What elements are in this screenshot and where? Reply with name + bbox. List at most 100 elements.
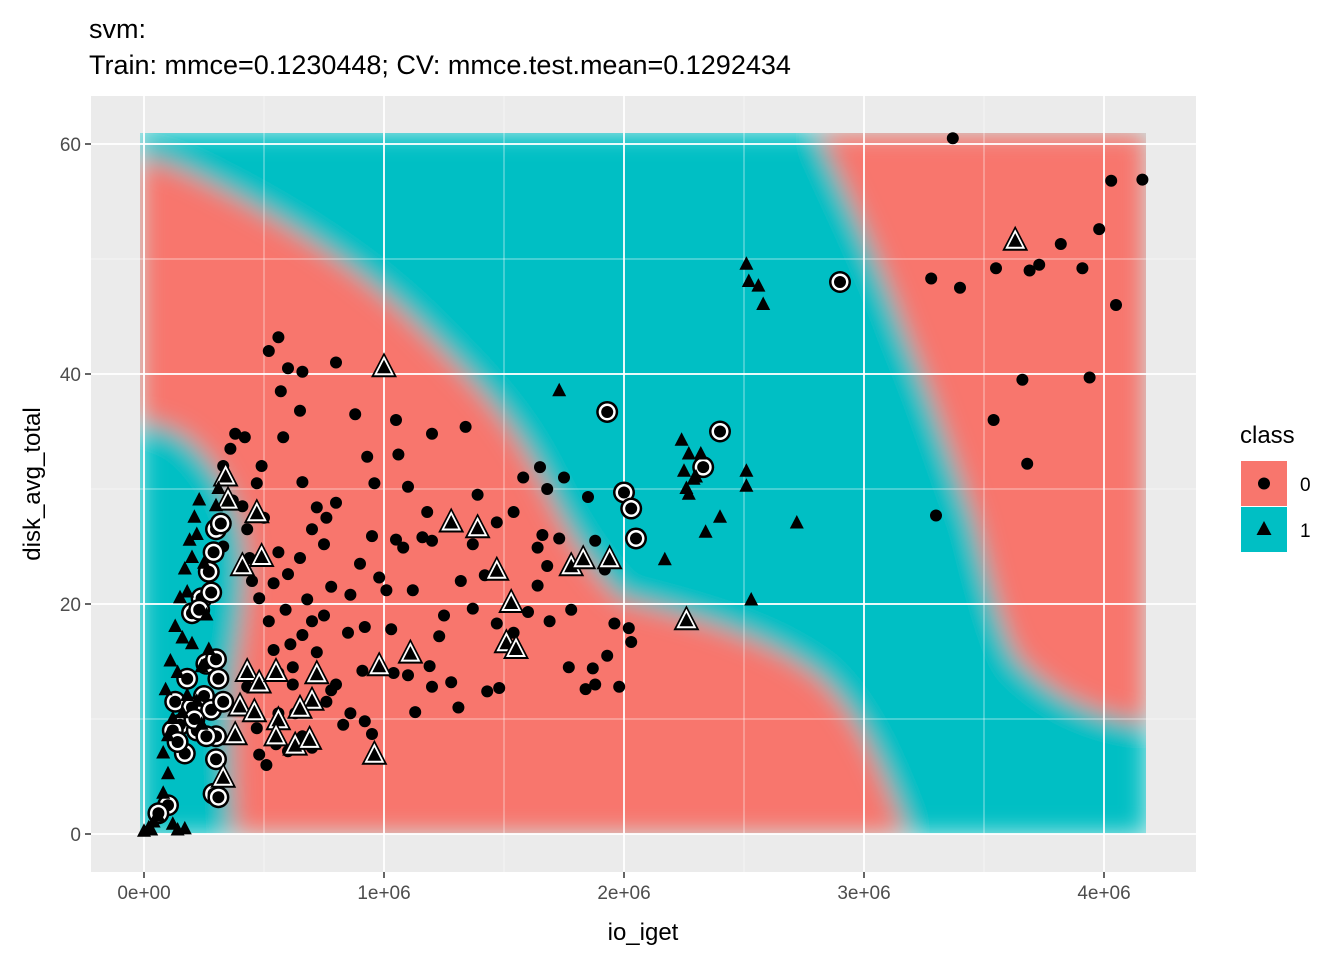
point-class-0 (930, 509, 942, 522)
point-class-0 (490, 516, 503, 529)
point-class-1 (180, 687, 195, 701)
point-class-0 (325, 580, 338, 593)
point-class-0 (286, 678, 299, 691)
point-class-1 (156, 745, 171, 759)
point-class-0 (834, 276, 846, 288)
point-class-1 (674, 432, 689, 446)
point-class-0 (416, 531, 429, 544)
y-tick-label: 60 (60, 135, 81, 156)
point-class-0 (214, 517, 227, 530)
point-class-0 (954, 281, 966, 294)
point-class-1 (470, 520, 485, 535)
point-class-1 (249, 505, 264, 520)
point-class-0 (579, 683, 592, 696)
point-class-0 (987, 414, 1000, 426)
point-class-1 (576, 551, 591, 566)
grid-lines (91, 96, 1196, 872)
point-class-0 (181, 672, 194, 685)
point-class-0 (188, 713, 201, 725)
point-class-0 (946, 132, 959, 145)
point-class-1 (657, 551, 672, 566)
point-class-1 (504, 595, 519, 609)
point-class-1 (681, 446, 696, 460)
legend-triangle-icon (1256, 521, 1272, 535)
point-class-0 (601, 405, 614, 418)
point-class-1 (254, 549, 269, 563)
point-class-0 (402, 480, 414, 493)
point-class-0 (272, 331, 285, 344)
point-class-0 (310, 646, 323, 659)
point-class-0 (531, 579, 544, 592)
point-class-1 (187, 509, 202, 523)
point-class-1 (161, 765, 175, 780)
point-class-1 (489, 563, 504, 577)
point-class-0 (392, 448, 405, 461)
point-class-0 (1016, 373, 1029, 386)
point-class-0 (286, 661, 299, 674)
point-class-0 (471, 488, 484, 501)
x-tick-label: 1e+06 (357, 883, 410, 904)
x-tick-label: 3e+06 (837, 883, 890, 904)
point-class-0 (582, 491, 594, 504)
point-class-0 (534, 461, 546, 474)
point-class-1 (789, 515, 804, 529)
point-class-0 (385, 623, 398, 636)
point-class-1 (739, 256, 754, 270)
point-class-1 (144, 822, 159, 836)
chart-title-line1: svm: (89, 14, 146, 44)
point-class-0 (354, 557, 366, 570)
point-class-1 (233, 699, 247, 713)
point-class-1 (156, 785, 171, 799)
point-class-1 (377, 359, 391, 374)
point-class-0 (210, 653, 222, 666)
point-class-0 (1105, 174, 1118, 187)
point-class-1 (756, 296, 771, 310)
point-class-0 (558, 471, 570, 484)
point-class-0 (366, 727, 378, 740)
point-class-0 (562, 661, 575, 674)
point-class-0 (356, 664, 369, 677)
point-class-0 (390, 533, 402, 546)
point-class-0 (310, 501, 323, 514)
point-class-1 (175, 704, 190, 719)
point-class-0 (296, 476, 309, 489)
point-class-1 (713, 509, 727, 523)
axes: 0e+00 1e+06 2e+06 3e+06 4e+06 0 20 40 60 (60, 135, 1131, 904)
point-class-0 (267, 644, 280, 656)
point-class-0 (565, 603, 578, 616)
point-class-1 (211, 480, 226, 494)
point-class-0 (344, 707, 357, 720)
point-class-0 (198, 690, 210, 702)
point-class-1 (1008, 233, 1023, 247)
point-class-0 (246, 575, 258, 587)
point-class-1 (602, 551, 617, 566)
point-class-1 (180, 584, 195, 598)
point-class-1 (189, 693, 204, 707)
y-tick-label: 20 (60, 595, 81, 616)
point-class-0 (586, 662, 599, 675)
point-class-1 (165, 710, 180, 724)
point-class-1 (158, 681, 173, 696)
point-class-1 (216, 770, 231, 784)
y-tick-label: 0 (70, 825, 81, 846)
point-class-1 (552, 382, 567, 397)
point-class-1 (403, 646, 418, 660)
point-class-1 (189, 526, 204, 540)
point-class-1 (679, 612, 694, 627)
point-class-1 (751, 278, 766, 292)
y-axis-title: disk_avg_total (19, 407, 46, 560)
point-class-0 (250, 722, 263, 735)
point-class-0 (267, 577, 280, 590)
point-class-1 (173, 589, 187, 604)
legend-title: class (1240, 422, 1295, 449)
point-class-0 (255, 460, 268, 472)
point-class-0 (207, 546, 220, 559)
point-class-1 (163, 653, 178, 667)
point-class-0 (253, 748, 266, 761)
point-class-0 (368, 477, 381, 490)
point-class-0 (277, 431, 290, 444)
point-class-1 (739, 478, 754, 492)
point-class-1 (185, 549, 199, 563)
point-class-0 (459, 420, 472, 433)
